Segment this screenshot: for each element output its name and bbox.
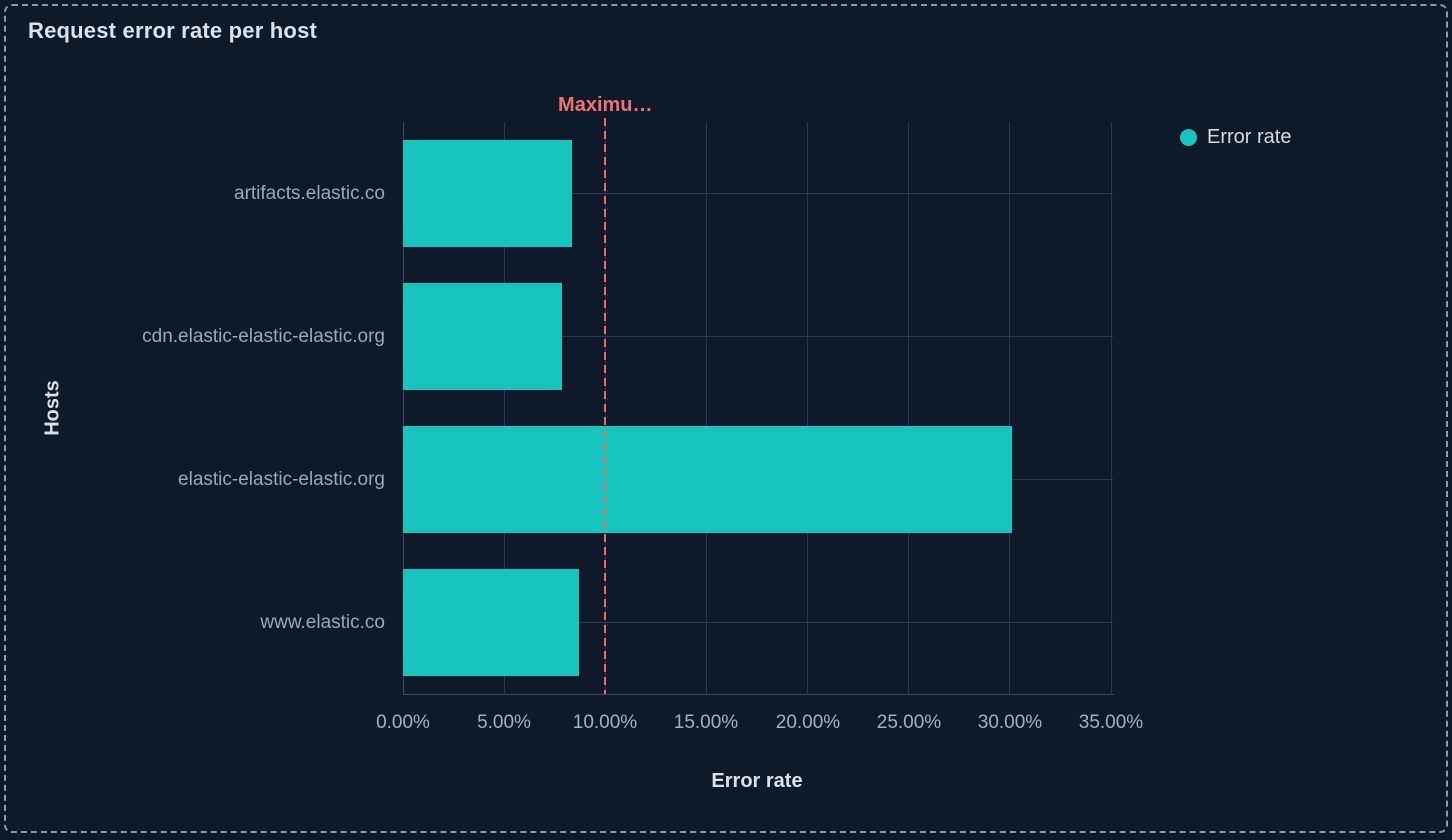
bar-artifacts.elastic.co[interactable] [403,140,572,247]
plot-area [402,118,1114,695]
gridline-vertical [503,122,505,694]
x-tick-label: 30.00% [977,712,1043,733]
category-label: artifacts.elastic.co [234,183,385,204]
x-tick-label: 25.00% [876,712,942,733]
x-tick-label: 20.00% [775,712,841,733]
panel-title: Request error rate per host [28,18,318,43]
x-tick-label: 5.00% [477,712,531,733]
legend-series-dot-icon [1180,129,1197,146]
x-tick-label: 0.00% [376,712,430,733]
category-label: cdn.elastic-elastic-elastic.org [142,326,385,347]
bar-elastic-elastic-elastic.org[interactable] [403,426,1012,533]
x-tick-label: 35.00% [1078,712,1144,733]
x-tick-label: 15.00% [673,712,739,733]
gridline-vertical [807,122,809,694]
gridline-vertical [705,122,707,694]
gridline-vertical [1110,122,1112,694]
legend[interactable]: Error rate [1180,126,1291,149]
bar-www.elastic.co[interactable] [403,569,579,676]
gridline-vertical [1009,122,1011,694]
gridline-horizontal [403,336,1113,337]
gridline-vertical [908,122,910,694]
legend-series-label: Error rate [1207,126,1292,148]
gridline-horizontal [403,622,1113,623]
gridline-horizontal [403,193,1113,194]
threshold-line [604,118,607,694]
category-label: www.elastic.co [260,612,385,633]
category-label: elastic-elastic-elastic.org [178,469,385,490]
bar-cdn.elastic-elastic-elastic.org[interactable] [403,283,562,390]
x-axis-line [403,694,1114,695]
x-axis-title: Error rate [711,770,803,792]
threshold-label: Maximu… [558,94,653,116]
y-axis-title: Hosts [41,380,64,436]
x-tick-label: 10.00% [572,712,638,733]
gridline-vertical [402,122,404,694]
